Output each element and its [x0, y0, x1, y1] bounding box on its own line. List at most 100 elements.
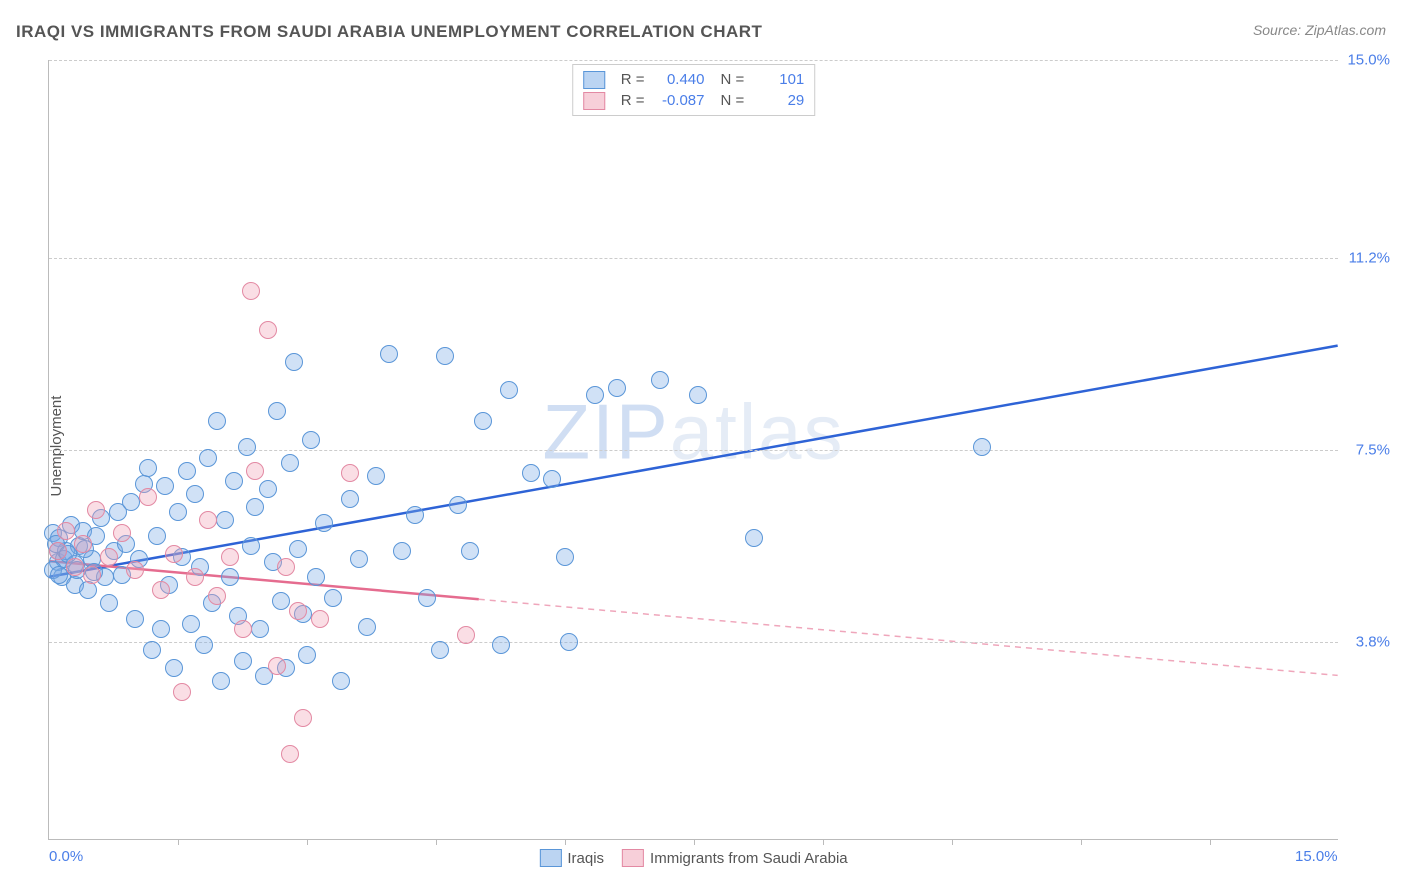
data-point	[474, 412, 492, 430]
data-point	[380, 345, 398, 363]
legend-stats: R = 0.440 N = 101 R = -0.087 N = 29	[572, 64, 816, 116]
data-point	[152, 620, 170, 638]
data-point	[79, 581, 97, 599]
data-point	[358, 618, 376, 636]
source-label: Source: ZipAtlas.com	[1253, 22, 1386, 38]
gridline	[49, 642, 1338, 643]
data-point	[74, 535, 92, 553]
data-point	[543, 470, 561, 488]
trend-line-dashed	[479, 599, 1338, 675]
x-tick	[307, 839, 308, 845]
y-tick-label: 7.5%	[1356, 442, 1390, 459]
data-point	[66, 558, 84, 576]
data-point	[156, 477, 174, 495]
data-point	[199, 511, 217, 529]
x-tick-label: 0.0%	[49, 848, 83, 865]
data-point	[294, 709, 312, 727]
data-point	[586, 386, 604, 404]
data-point	[122, 493, 140, 511]
data-point	[242, 282, 260, 300]
data-point	[246, 498, 264, 516]
data-point	[393, 542, 411, 560]
data-point	[268, 657, 286, 675]
x-tick	[1081, 839, 1082, 845]
data-point	[332, 672, 350, 690]
data-point	[242, 537, 260, 555]
data-point	[199, 449, 217, 467]
x-tick	[952, 839, 953, 845]
x-tick	[565, 839, 566, 845]
data-point	[126, 610, 144, 628]
data-point	[745, 529, 763, 547]
legend-stats-row: R = 0.440 N = 101	[583, 69, 805, 90]
swatch-iraqis	[539, 849, 561, 867]
chart-container: IRAQI VS IMMIGRANTS FROM SAUDI ARABIA UN…	[0, 0, 1406, 892]
data-point	[216, 511, 234, 529]
data-point	[298, 646, 316, 664]
data-point	[57, 522, 75, 540]
data-point	[169, 503, 187, 521]
swatch-saudi	[622, 849, 644, 867]
chart-title: IRAQI VS IMMIGRANTS FROM SAUDI ARABIA UN…	[16, 22, 762, 42]
x-tick	[823, 839, 824, 845]
data-point	[139, 488, 157, 506]
data-point	[281, 454, 299, 472]
data-point	[289, 540, 307, 558]
data-point	[87, 501, 105, 519]
data-point	[182, 615, 200, 633]
data-point	[221, 568, 239, 586]
data-point	[277, 558, 295, 576]
data-point	[268, 402, 286, 420]
data-point	[212, 672, 230, 690]
data-point	[126, 561, 144, 579]
data-point	[324, 589, 342, 607]
data-point	[178, 462, 196, 480]
data-point	[492, 636, 510, 654]
data-point	[152, 581, 170, 599]
data-point	[234, 652, 252, 670]
data-point	[406, 506, 424, 524]
data-point	[311, 610, 329, 628]
data-point	[973, 438, 991, 456]
y-tick-label: 3.8%	[1356, 634, 1390, 651]
data-point	[418, 589, 436, 607]
data-point	[315, 514, 333, 532]
data-point	[341, 490, 359, 508]
data-point	[259, 480, 277, 498]
data-point	[522, 464, 540, 482]
data-point	[689, 386, 707, 404]
data-point	[100, 594, 118, 612]
data-point	[461, 542, 479, 560]
data-point	[281, 745, 299, 763]
data-point	[165, 659, 183, 677]
data-point	[49, 542, 67, 560]
data-point	[165, 545, 183, 563]
data-point	[307, 568, 325, 586]
data-point	[246, 462, 264, 480]
legend-series: Iraqis Immigrants from Saudi Arabia	[539, 849, 847, 867]
data-point	[195, 636, 213, 654]
data-point	[436, 347, 454, 365]
data-point	[208, 412, 226, 430]
x-tick-label: 15.0%	[1295, 848, 1338, 865]
x-tick	[436, 839, 437, 845]
data-point	[221, 548, 239, 566]
data-point	[113, 524, 131, 542]
x-tick	[1210, 839, 1211, 845]
data-point	[341, 464, 359, 482]
legend-item: Iraqis	[539, 849, 604, 867]
data-point	[186, 568, 204, 586]
y-tick-label: 11.2%	[1349, 249, 1390, 266]
data-point	[186, 485, 204, 503]
data-point	[608, 379, 626, 397]
x-tick	[694, 839, 695, 845]
data-point	[367, 467, 385, 485]
data-point	[651, 371, 669, 389]
data-point	[449, 496, 467, 514]
data-point	[500, 381, 518, 399]
legend-item: Immigrants from Saudi Arabia	[622, 849, 848, 867]
swatch-iraqis	[583, 71, 605, 89]
data-point	[289, 602, 307, 620]
x-tick	[178, 839, 179, 845]
data-point	[83, 566, 101, 584]
